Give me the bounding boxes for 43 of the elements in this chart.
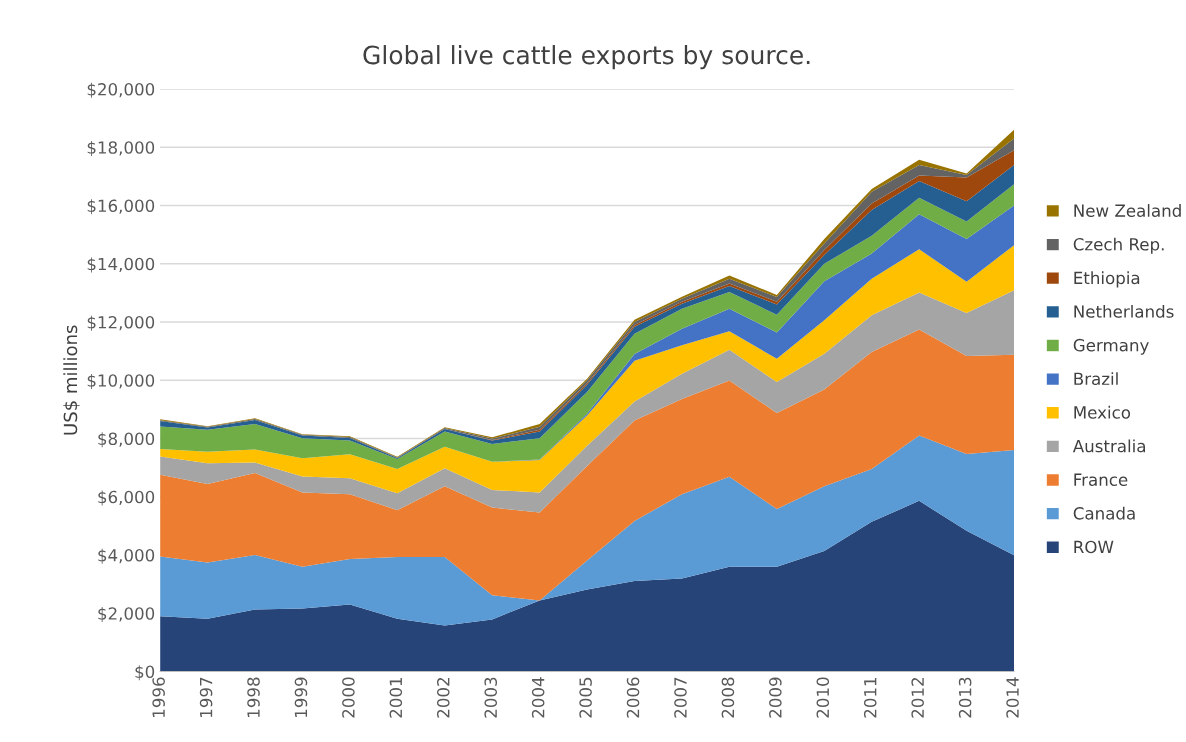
x-tick-label: 2005 [579, 677, 592, 718]
y-tick-label: $10,000 [87, 373, 155, 390]
y-axis-title: US$ millions [63, 325, 80, 435]
x-tick-label: 1996 [152, 677, 165, 717]
legend-label: Netherlands [1074, 304, 1174, 318]
legend-label: ROW [1074, 540, 1114, 554]
legend-label: Brazil [1074, 372, 1118, 386]
y-tick-label: $14,000 [87, 257, 155, 273]
x-tick-label: 2007 [674, 677, 687, 718]
y-tick-label: $20,000 [87, 82, 155, 98]
x-tick-label: 2000 [342, 677, 355, 718]
y-tick-label: $0 [135, 665, 155, 681]
chart-title: Global live cattle exports by source. [363, 45, 810, 70]
x-tick-label: 2002 [436, 678, 450, 718]
legend-label: Mexico [1074, 405, 1131, 419]
legend-label: Canada [1073, 506, 1135, 520]
y-tick-label: $8,000 [98, 432, 155, 448]
x-tick-label: 2011 [863, 677, 877, 718]
y-tick-label: $12,000 [87, 315, 155, 331]
x-tick-label: 1997 [199, 677, 213, 717]
x-tick-label: 2010 [816, 677, 830, 718]
legend-label: Germany [1073, 338, 1149, 355]
x-tick-label: 2009 [769, 677, 782, 718]
x-tick-label: 2003 [484, 677, 498, 718]
x-tick-label: 2001 [389, 677, 403, 718]
x-tick-label: 2008 [721, 677, 735, 718]
y-tick-label: $18,000 [87, 140, 155, 157]
y-tick-label: $2,000 [98, 606, 155, 623]
x-tick-label: 2014 [1006, 677, 1019, 718]
y-tick-label: $4,000 [98, 548, 155, 564]
legend-label: Czech Rep. [1073, 237, 1164, 254]
y-tick-label: $16,000 [87, 199, 155, 215]
legend-label: New Zealand [1074, 204, 1181, 217]
x-tick-label: 1999 [294, 677, 308, 717]
legend-label: Ethiopia [1074, 271, 1140, 288]
x-tick-label: 1998 [247, 677, 260, 717]
x-tick-label: 2004 [531, 677, 545, 718]
legend-label: Australia [1072, 439, 1145, 453]
x-tick-label: 2006 [626, 677, 640, 718]
x-tick-label: 2012 [911, 678, 924, 718]
x-tick-label: 2013 [958, 677, 972, 718]
legend-label: France [1074, 473, 1128, 486]
y-tick-label: $6,000 [98, 490, 155, 506]
